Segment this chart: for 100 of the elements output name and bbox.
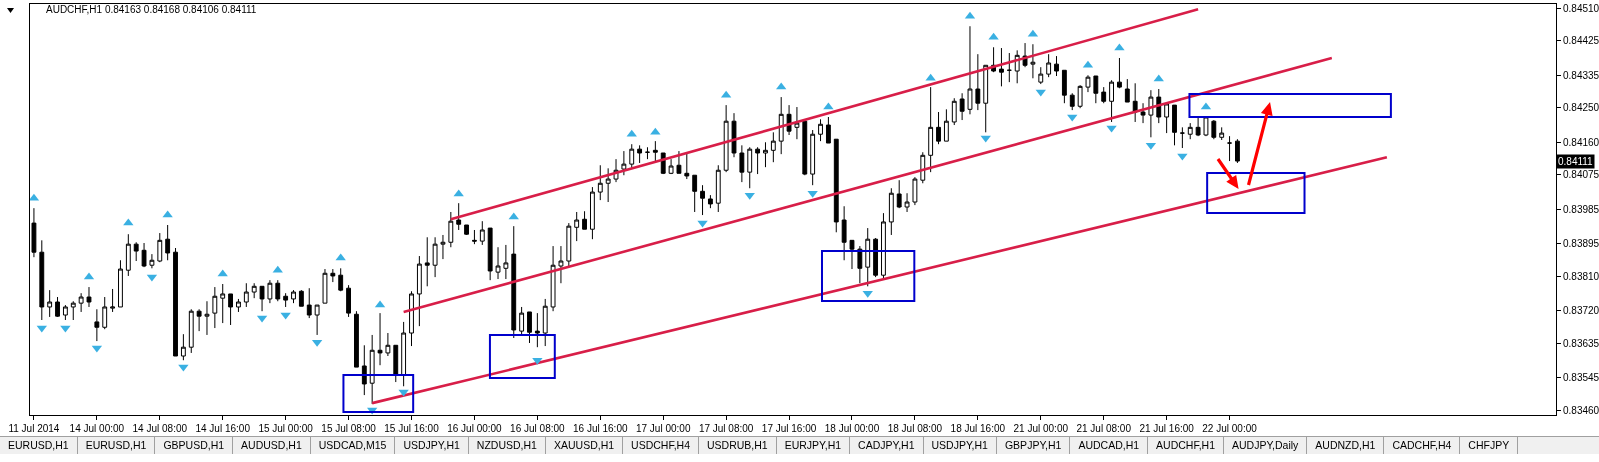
candlestick — [865, 227, 871, 287]
candlestick — [314, 304, 320, 336]
candlestick — [298, 289, 304, 307]
y-tick-label: 0.83635 — [1563, 337, 1599, 349]
candlestick — [920, 151, 926, 184]
candlestick — [86, 286, 92, 308]
point — [862, 290, 873, 298]
candlestick — [763, 141, 768, 168]
candlestick — [173, 247, 178, 357]
candlestick — [393, 344, 399, 383]
candlestick — [731, 112, 737, 158]
candlestick — [1006, 52, 1012, 83]
text: CHFJPY — [1460, 437, 1519, 454]
candlestick — [369, 334, 375, 405]
x-tick-label: 18 Jul 16:00 — [950, 423, 1006, 434]
text: USDJPY,H1 — [395, 437, 469, 454]
candlestick — [983, 64, 989, 133]
candlestick — [133, 241, 139, 262]
text: GBPUSD,H1 — [155, 437, 234, 454]
text: GBPJPY,H1 — [996, 437, 1071, 454]
candlestick — [527, 311, 532, 344]
point — [36, 325, 47, 333]
candlestick — [936, 111, 941, 145]
candlestick — [125, 233, 131, 277]
text: NZDUSD,H1 — [468, 437, 546, 454]
candlestick — [416, 255, 422, 327]
candlestick — [1164, 103, 1170, 134]
candlestick — [1203, 116, 1209, 137]
candlestick — [1140, 102, 1146, 124]
y-tick-label: 0.83720 — [1563, 305, 1599, 317]
candlestick — [188, 308, 194, 354]
candlestick — [141, 242, 147, 268]
candlestick — [684, 152, 690, 180]
candlestick — [283, 292, 289, 308]
candlestick — [1093, 75, 1099, 104]
candlestick — [951, 97, 957, 126]
x-tick-label: 15 Jul 16:00 — [384, 423, 440, 434]
y-tick-label: 0.84335 — [1563, 69, 1599, 81]
point — [988, 32, 999, 40]
candlestick — [558, 245, 564, 284]
text: AUDJPY,Daily — [1224, 437, 1308, 454]
candlestick — [259, 285, 265, 312]
text: CADJPY,H1 — [850, 437, 924, 454]
y-tick-label: 0.83545 — [1563, 372, 1599, 384]
candlestick — [212, 286, 218, 329]
candlestick — [220, 283, 226, 324]
candlestick — [94, 308, 100, 342]
candlestick — [511, 225, 517, 339]
candlestick — [818, 118, 823, 142]
candlestick — [770, 131, 776, 163]
candlestick — [440, 234, 446, 260]
candlestick — [707, 194, 713, 209]
candlestick — [1085, 74, 1091, 93]
candlestick — [912, 176, 918, 206]
candlestick — [1124, 78, 1130, 103]
y-tick-label: 0.84075 — [1563, 169, 1599, 181]
candlestick — [582, 210, 587, 230]
point — [453, 189, 464, 197]
point — [1106, 125, 1117, 133]
text: AUDUSD,H1 — [233, 437, 311, 454]
candlestick — [464, 224, 469, 236]
candlestick — [589, 186, 595, 240]
candlestick — [755, 146, 761, 175]
point — [532, 357, 543, 365]
candlestick — [47, 289, 53, 318]
candlestick — [346, 284, 351, 318]
candlestick — [849, 239, 855, 270]
point — [217, 269, 228, 277]
x-tick-label: 18 Jul 00:00 — [824, 423, 880, 434]
candlestick — [479, 220, 485, 246]
candlestick — [715, 164, 721, 213]
candlestick — [1077, 84, 1083, 109]
x-tick-label: 14 Jul 08:00 — [132, 423, 188, 434]
point — [744, 192, 755, 200]
candlestick — [424, 236, 430, 287]
candlestick — [904, 192, 910, 213]
candlestick — [456, 202, 462, 231]
y-tick-label: 0.83895 — [1563, 238, 1599, 250]
point — [178, 364, 189, 372]
candlestick — [825, 116, 831, 144]
candlestick — [1195, 116, 1201, 137]
x-tick-label: 15 Jul 00:00 — [258, 423, 314, 434]
candlestick — [621, 150, 627, 176]
candlestick — [1132, 82, 1138, 123]
candlestick — [1219, 126, 1225, 141]
point — [1177, 153, 1188, 161]
candlestick — [668, 158, 674, 175]
candlestick — [873, 237, 879, 278]
candlestick — [291, 289, 296, 304]
candlestick — [204, 300, 210, 336]
candlestick — [778, 96, 784, 155]
text: USDJPY,H1 — [923, 437, 997, 454]
candlestick — [629, 143, 635, 169]
candlestick — [881, 212, 886, 279]
candlestick — [338, 267, 344, 292]
candlestick — [1030, 43, 1036, 79]
candlestick — [802, 119, 808, 176]
candlestick — [888, 187, 894, 236]
candlestick — [747, 146, 753, 189]
y-tick-label: 0.84425 — [1563, 35, 1599, 47]
